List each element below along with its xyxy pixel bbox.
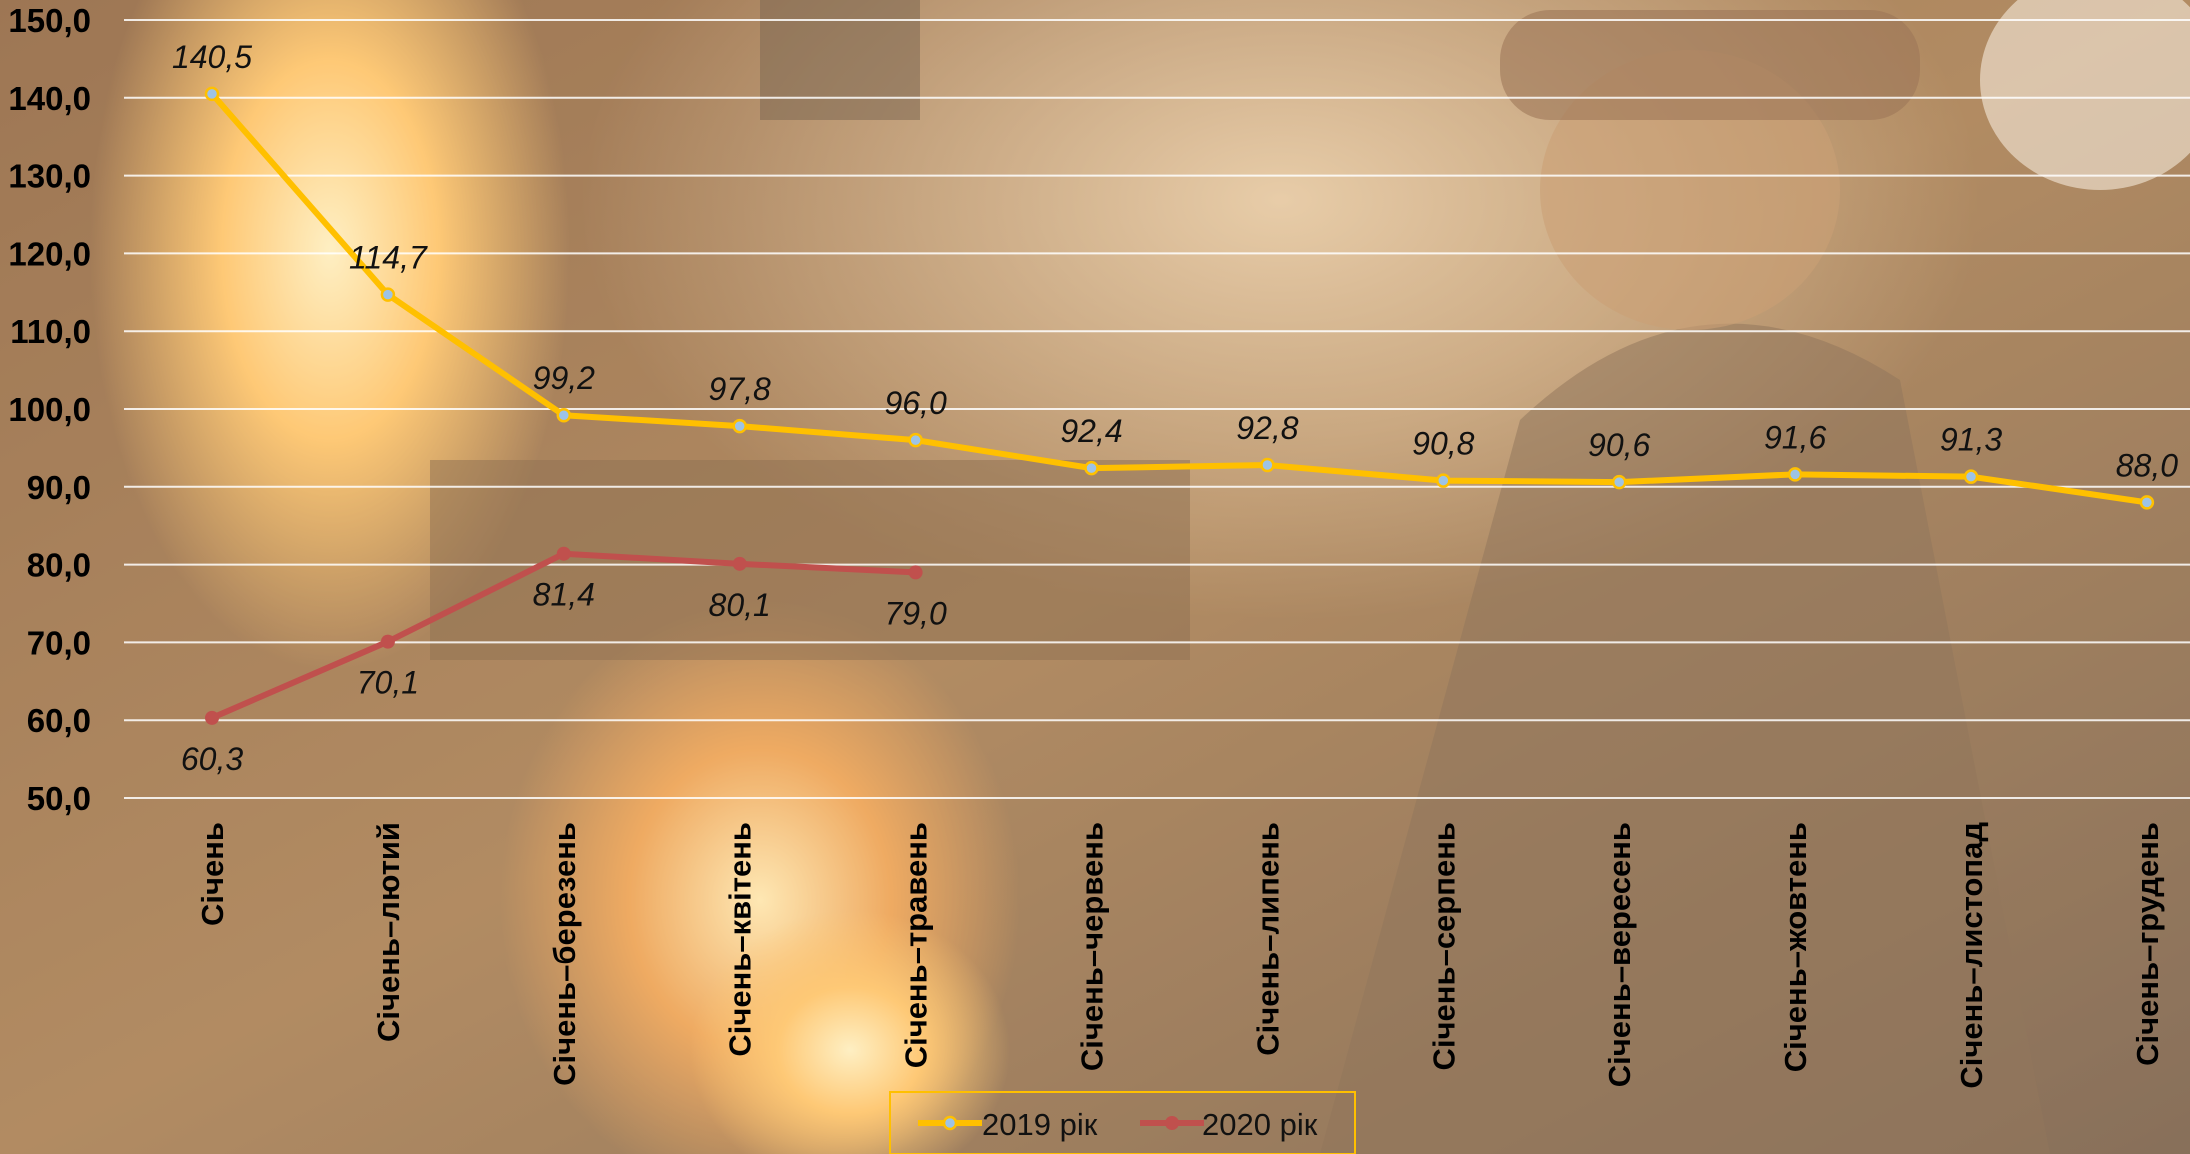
data-point <box>1084 460 1099 476</box>
data-point <box>908 565 923 580</box>
data-label: 92,8 <box>1236 410 1298 446</box>
data-label: 91,6 <box>1764 419 1826 455</box>
legend-label-2020: 2020 рік <box>1202 1107 1318 1142</box>
data-point <box>1436 473 1451 488</box>
data-label: 99,2 <box>533 360 595 396</box>
x-tick-label: Січень–березень <box>547 822 582 1086</box>
data-point <box>732 556 747 571</box>
x-tick-label: Січень–вересень <box>1602 822 1637 1087</box>
legend: 2019 рік 2020 рік <box>889 1091 1356 1154</box>
x-tick-label: Січень–червень <box>1075 822 1110 1071</box>
x-tick-label: Січень–жовтень <box>1778 822 1813 1072</box>
data-label: 80,1 <box>709 587 771 623</box>
data-point <box>556 407 572 423</box>
x-axis: Січень Січень–лютий Січень–березень Січень–… <box>195 822 2165 1089</box>
data-label: 91,3 <box>1940 422 2002 458</box>
data-label: 70,1 <box>357 665 419 701</box>
x-tick-label: Січень–грудень <box>2130 822 2165 1066</box>
data-point <box>205 710 219 725</box>
data-label: 96,0 <box>884 385 946 421</box>
x-tick-label: Січень–квітень <box>723 822 758 1057</box>
y-tick-label: 90,0 <box>27 469 91 506</box>
data-label: 88,0 <box>2116 447 2178 483</box>
data-label: 97,8 <box>709 371 771 407</box>
y-tick-label: 110,0 <box>10 313 91 350</box>
data-point <box>1787 467 1803 482</box>
legend-box <box>889 1091 1356 1154</box>
data-point <box>1611 474 1627 490</box>
legend-label-2019: 2019 рік <box>982 1107 1098 1142</box>
x-tick-label: Січень–листопад <box>1954 822 1989 1089</box>
data-point <box>1260 457 1275 473</box>
x-tick-label: Січень <box>195 822 230 926</box>
data-labels: 140,5 114,7 99,2 97,8 96,0 92,4 92,8 90,8 90,6 91… <box>172 39 2178 777</box>
gridlines <box>124 19 2190 799</box>
y-tick-label: 130,0 <box>8 158 91 195</box>
y-tick-label: 120,0 <box>8 235 91 272</box>
data-point <box>732 418 747 434</box>
data-label: 92,4 <box>1060 413 1122 449</box>
x-tick-label: Січень–лютий <box>371 822 406 1042</box>
data-label: 79,0 <box>884 595 946 631</box>
data-label: 140,5 <box>172 39 252 75</box>
y-tick-label: 50,0 <box>27 780 91 817</box>
y-tick-label: 140,0 <box>8 80 91 117</box>
data-point <box>380 634 395 649</box>
y-tick-label: 70,0 <box>27 624 91 661</box>
data-point <box>380 287 396 302</box>
y-tick-label: 100,0 <box>8 391 91 428</box>
series-line-2019-рік <box>209 90 2150 506</box>
data-point <box>2139 495 2155 510</box>
y-tick-label: 150,0 <box>8 2 91 39</box>
y-axis: 50,0 60,0 70,0 80,0 90,0 100,0 110,0 120,0 130,0… <box>8 2 91 817</box>
x-tick-label: Січень–липень <box>1250 822 1285 1056</box>
legend-marker-2019 <box>942 1115 958 1131</box>
data-label: 90,8 <box>1412 426 1474 462</box>
data-point <box>908 432 923 448</box>
data-point <box>1963 469 1979 484</box>
y-tick-label: 80,0 <box>27 547 91 584</box>
data-point <box>204 86 220 102</box>
data-label: 60,3 <box>181 741 243 777</box>
y-tick-label: 60,0 <box>27 702 91 739</box>
legend-marker-2020 <box>1165 1116 1179 1130</box>
x-tick-label: Січень–серпень <box>1426 822 1461 1070</box>
data-label: 114,7 <box>349 240 428 276</box>
data-label: 90,6 <box>1588 427 1650 463</box>
data-label: 81,4 <box>533 577 595 613</box>
x-tick-label: Січень–травень <box>899 822 934 1068</box>
series-layer <box>204 86 2155 725</box>
data-point <box>556 546 571 561</box>
